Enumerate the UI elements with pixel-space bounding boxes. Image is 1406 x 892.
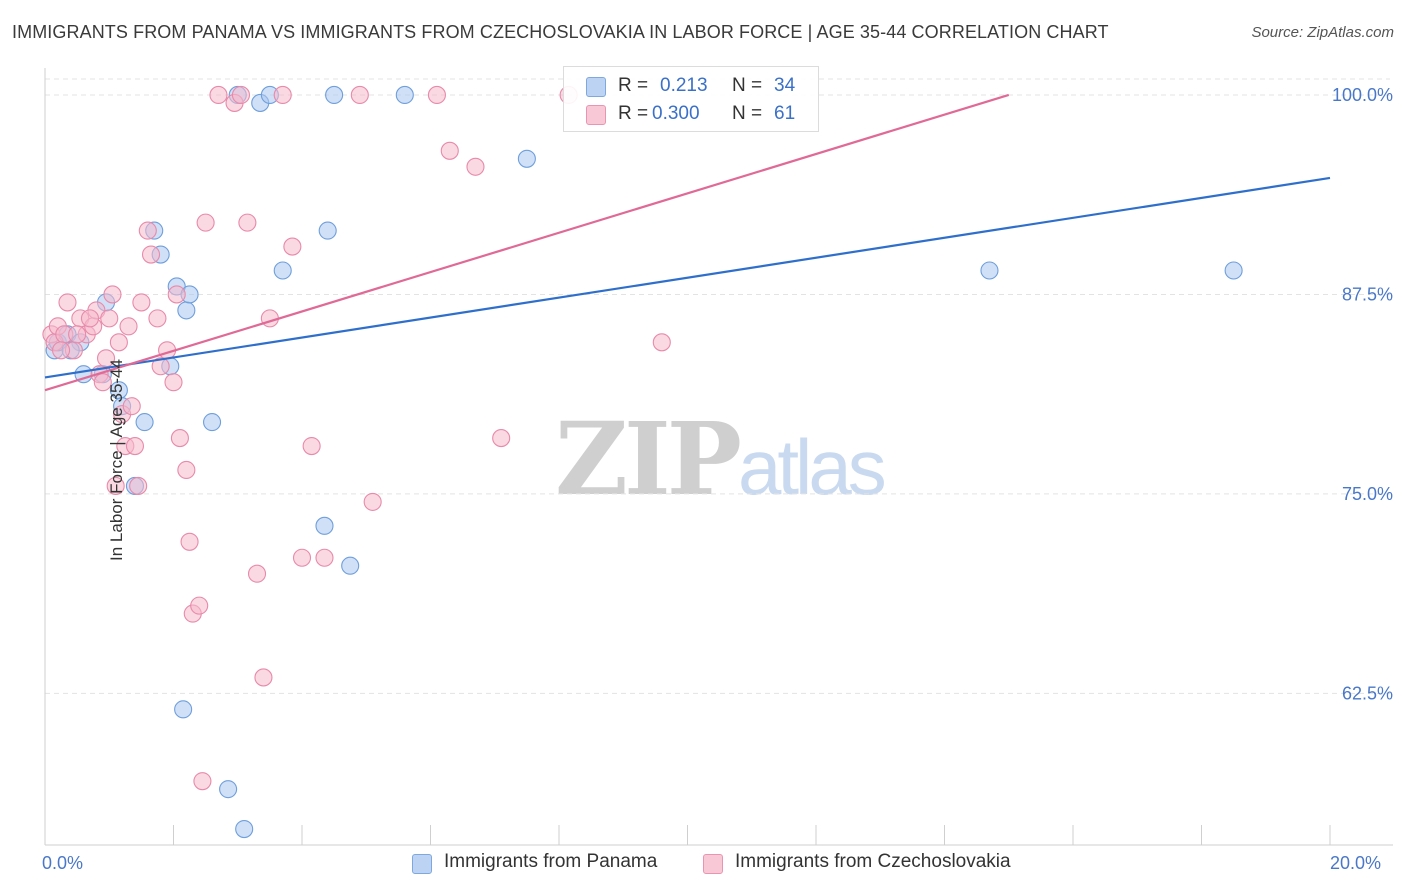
legend-swatch-czech	[586, 105, 606, 125]
data-point-czech	[273, 85, 292, 105]
legend-panama-n-label: N =	[732, 75, 763, 96]
legend-panama-r-label: R =	[618, 75, 649, 96]
data-point-czech	[180, 532, 199, 551]
data-point-czech	[132, 293, 151, 312]
y-tick-label: 75.0%	[1342, 484, 1393, 504]
x-tick-label-max: 20.0%	[1330, 853, 1382, 873]
data-point-czech	[196, 213, 215, 232]
data-point-panama	[203, 413, 222, 432]
y-tick-label: 62.5%	[1342, 683, 1393, 703]
data-point-panama	[177, 301, 196, 320]
watermark-zip: ZIP	[555, 400, 742, 518]
data-point-panama	[980, 261, 999, 280]
data-point-czech	[96, 349, 116, 368]
data-point-czech	[315, 548, 334, 567]
legend-czech-n-label: N =	[732, 103, 763, 124]
source-credit: Source: ZipAtlas.com	[1251, 24, 1394, 41]
data-point-czech	[440, 141, 459, 160]
data-point-czech	[138, 221, 157, 240]
series-legend-swatch-czech	[703, 854, 723, 874]
legend-panama-n-value: 34	[774, 75, 796, 96]
data-point-czech	[151, 357, 170, 376]
data-point-czech	[177, 460, 196, 480]
data-point-panama	[135, 413, 154, 432]
data-point-czech	[167, 285, 186, 304]
data-point-czech	[148, 309, 167, 328]
legend-czech-r-value: 0.300	[652, 103, 700, 124]
data-point-panama	[341, 556, 360, 575]
data-point-panama	[219, 780, 238, 799]
legend-czech-r-label: R =	[618, 103, 649, 124]
watermark-atlas: atlas	[737, 423, 887, 511]
data-point-czech	[363, 492, 382, 511]
data-point-panama	[315, 516, 334, 535]
data-point-czech	[170, 429, 189, 448]
watermark: ZIPatlas	[555, 400, 887, 518]
y-axis-label: In Labor Force | Age 35-44	[106, 359, 126, 561]
series-legend-label-czech: Immigrants from Czechoslovakia	[735, 851, 1011, 872]
data-point-czech	[492, 429, 511, 448]
data-point-czech	[350, 85, 369, 105]
legend-panama-r-value: 0.213	[660, 75, 708, 96]
data-point-czech	[190, 596, 209, 615]
data-point-czech	[231, 85, 251, 105]
data-point-czech	[52, 341, 71, 360]
data-point-czech	[68, 325, 87, 344]
trend-line-panama	[44, 176, 1331, 379]
data-point-czech	[283, 237, 302, 256]
data-point-czech	[238, 213, 257, 232]
series-legend-swatch-panama	[412, 854, 432, 874]
data-point-czech	[122, 397, 141, 416]
chart-title: IMMIGRANTS FROM PANAMA VS IMMIGRANTS FRO…	[12, 22, 1109, 42]
correlation-legend: R = 0.213 N = 34 R = 0.300 N = 61	[563, 66, 819, 132]
data-point-czech	[129, 476, 148, 495]
data-point-panama	[1224, 261, 1243, 280]
series-legend-label-panama: Immigrants from Panama	[444, 851, 658, 872]
data-point-czech	[58, 293, 77, 312]
data-point-czech	[109, 333, 128, 352]
data-point-panama	[318, 221, 337, 240]
legend-czech-n-value: 61	[774, 103, 796, 124]
data-point-panama	[235, 819, 254, 839]
data-point-czech	[466, 157, 485, 176]
data-point-panama	[517, 149, 536, 168]
data-point-czech	[302, 436, 321, 456]
data-point-czech	[652, 333, 671, 352]
data-point-czech	[247, 564, 267, 583]
x-tick-label-min: 0.0%	[42, 853, 84, 873]
data-point-panama	[325, 85, 344, 105]
trend-line-czech	[44, 93, 1010, 392]
data-point-czech	[427, 85, 446, 105]
y-tick-label: 87.5%	[1342, 284, 1393, 304]
data-point-czech	[164, 373, 183, 392]
data-point-czech	[254, 668, 273, 687]
data-point-panama	[273, 261, 292, 280]
data-point-czech	[103, 285, 122, 304]
data-point-czech	[125, 436, 144, 456]
y-tick-label: 100.0%	[1332, 85, 1393, 105]
series-legend: Immigrants from Panama Immigrants from C…	[0, 851, 1406, 877]
data-point-czech	[106, 476, 125, 495]
data-point-czech	[93, 373, 112, 392]
data-point-panama	[395, 85, 414, 105]
data-point-czech	[193, 772, 212, 791]
data-point-czech	[80, 309, 100, 328]
legend-swatch-panama	[586, 77, 606, 97]
data-point-czech	[292, 548, 312, 567]
data-point-czech	[119, 317, 138, 336]
data-point-czech	[141, 245, 161, 264]
data-point-czech	[100, 309, 119, 328]
data-point-czech	[209, 85, 228, 105]
data-point-panama	[174, 700, 193, 719]
